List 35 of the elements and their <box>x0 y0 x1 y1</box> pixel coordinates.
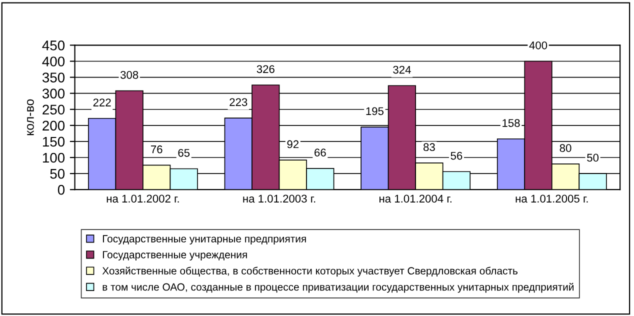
y-axis-title: кол-во <box>27 99 34 136</box>
x-tick-label: на 1.01.2002 г. <box>106 194 179 203</box>
data-label: 158 <box>502 119 520 127</box>
legend-label: Хозяйственные общества, в собственности которых участвует Свердловская область <box>102 266 518 277</box>
y-tick-label: 100 <box>42 152 65 163</box>
legend-label: Государственные учреждения <box>102 251 247 260</box>
y-tick-label: 50 <box>50 168 65 179</box>
data-label: 222 <box>93 98 111 106</box>
data-label: 50 <box>587 154 599 162</box>
data-label: 66 <box>314 148 326 156</box>
data-label: 400 <box>529 41 548 50</box>
y-tick-label: 300 <box>42 88 65 98</box>
data-label: 83 <box>424 143 435 152</box>
data-label: 324 <box>393 66 411 74</box>
y-tick-label: 250 <box>42 104 65 115</box>
data-label: 326 <box>256 65 274 74</box>
y-tick-label: 400 <box>42 56 65 66</box>
y-tick-label: 200 <box>42 120 65 131</box>
data-label: 223 <box>230 98 248 106</box>
x-tick-label: на 1.01.2005 г. <box>516 194 588 203</box>
data-label: 56 <box>450 152 462 160</box>
data-label: 76 <box>150 145 162 154</box>
data-label: 92 <box>287 140 299 148</box>
x-tick-label: на 1.01.2004 г. <box>380 194 452 203</box>
data-label: 308 <box>120 70 138 79</box>
y-tick-label: 350 <box>42 72 65 82</box>
y-tick-label: 0 <box>58 184 65 195</box>
data-label: 80 <box>560 144 572 152</box>
legend-label: в том числе ОАО, созданные в процессе приватизации государственных унитарных предприятий <box>102 282 574 293</box>
y-tick-label: 450 <box>42 40 65 50</box>
y-tick-label: 150 <box>42 136 65 147</box>
x-tick-label: на 1.01.2003 г. <box>243 194 316 203</box>
data-label: 195 <box>366 107 384 116</box>
legend-label: Государственные унитарные предприятия <box>102 235 306 244</box>
data-label: 65 <box>178 148 190 157</box>
